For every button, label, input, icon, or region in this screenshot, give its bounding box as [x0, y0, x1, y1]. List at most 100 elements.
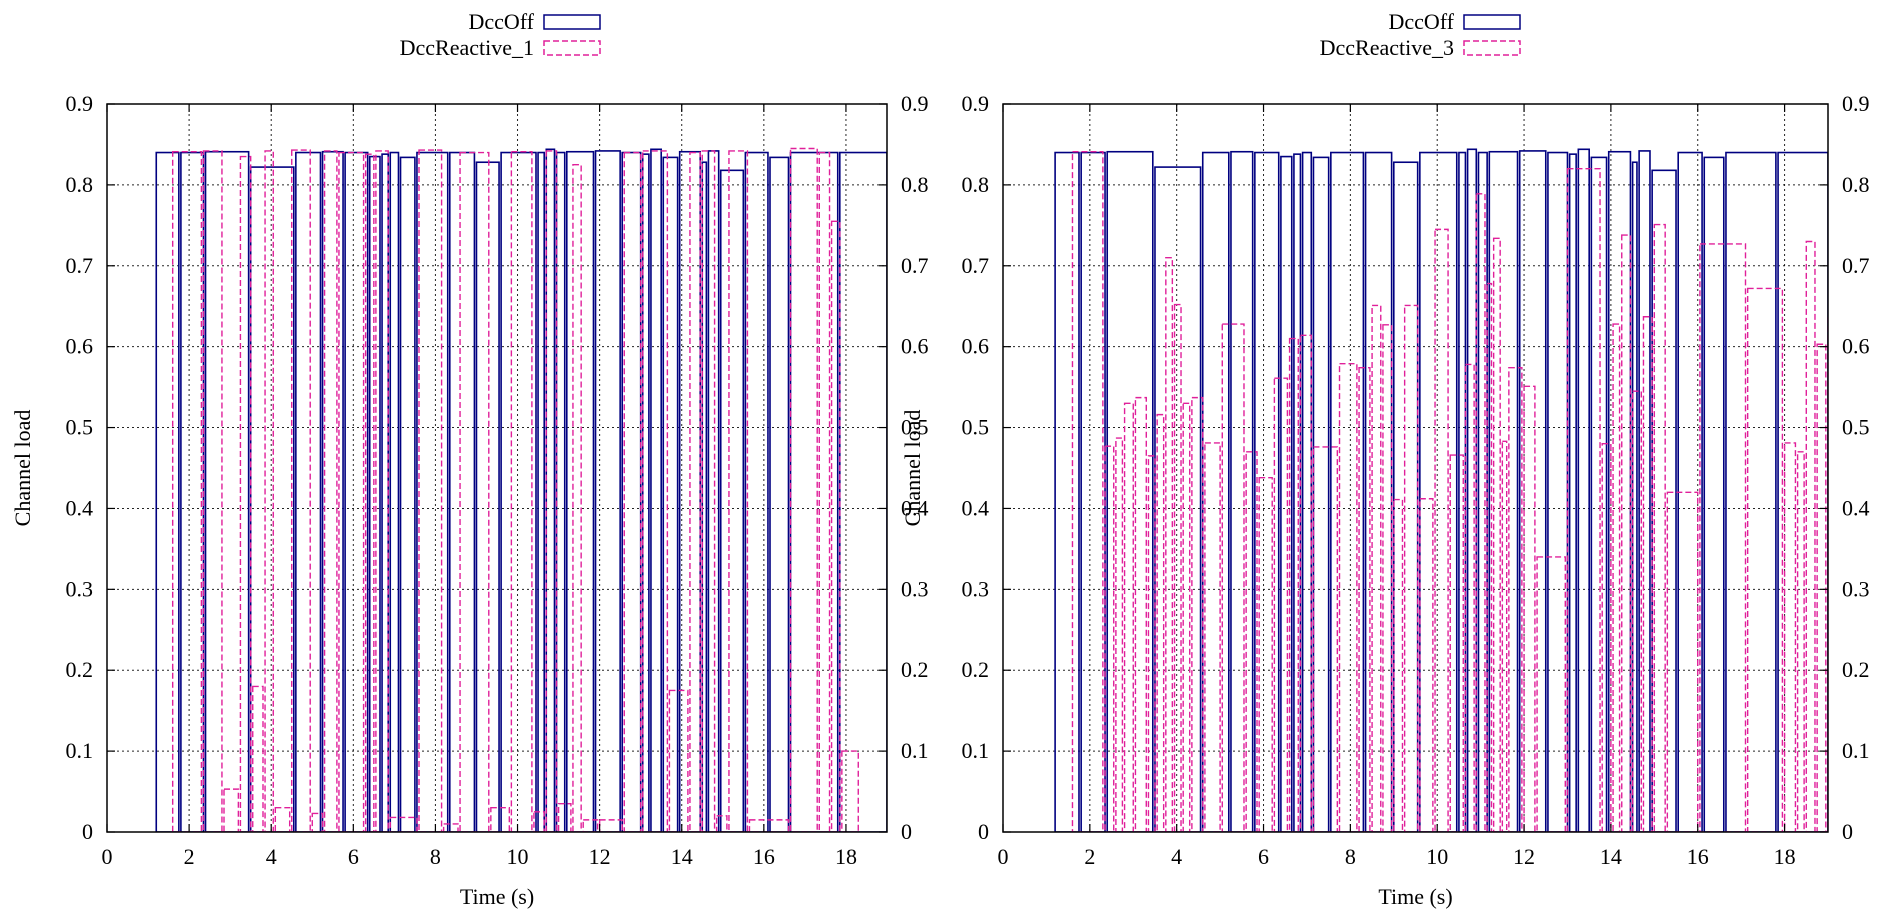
bar — [295, 151, 322, 832]
y-tick-label-right: 0.2 — [1842, 657, 1870, 682]
bar — [650, 148, 663, 832]
y-tick-label: 0.6 — [66, 334, 94, 359]
series-dccreactive-1 — [171, 147, 859, 832]
bar — [1475, 193, 1486, 832]
bar — [1312, 446, 1339, 832]
bar — [448, 151, 476, 832]
y-tick-label: 0.1 — [962, 738, 990, 763]
bar — [1464, 363, 1475, 832]
legend-swatch — [1463, 14, 1521, 30]
bar — [1621, 234, 1632, 832]
bar — [1104, 445, 1115, 832]
bar — [375, 150, 389, 832]
bar — [1115, 437, 1124, 832]
legend-label: DccReactive_3 — [1320, 35, 1454, 60]
bar — [1338, 362, 1358, 832]
bar — [416, 151, 449, 832]
bar — [1486, 282, 1493, 832]
bar — [1492, 237, 1501, 832]
bar — [291, 149, 311, 832]
y-tick-label: 0.3 — [962, 576, 990, 601]
legend-label: DccOff — [1388, 9, 1454, 34]
bar — [338, 151, 365, 832]
bar — [1201, 151, 1230, 832]
y-tick-label: 0.5 — [66, 415, 94, 440]
y-tick-label-right: 0.8 — [1842, 172, 1870, 197]
y-tick-label: 0.4 — [66, 495, 94, 520]
bar — [500, 151, 537, 832]
bar — [1221, 323, 1245, 832]
bar — [1601, 443, 1612, 832]
y-tick-label: 0.2 — [66, 657, 94, 682]
x-tick-label: 0 — [102, 844, 113, 869]
bar — [249, 166, 295, 832]
bar — [565, 150, 595, 832]
bar — [399, 156, 416, 832]
bar — [582, 819, 599, 832]
bar — [389, 816, 418, 832]
bar — [1392, 161, 1419, 832]
bar — [202, 150, 223, 832]
bar — [1358, 366, 1371, 832]
bar — [1071, 151, 1104, 832]
bar — [252, 685, 264, 832]
bar — [1312, 156, 1330, 832]
y-tick-label-right: 0.5 — [901, 415, 929, 440]
bar — [442, 823, 459, 832]
y-tick-label-right: 0.9 — [1842, 91, 1870, 116]
x-tick-label: 12 — [589, 844, 611, 869]
bars-group — [1054, 148, 1855, 832]
bar — [1054, 151, 1080, 832]
bar — [744, 151, 769, 832]
bar — [510, 151, 533, 832]
y-tick-label-right: 0.7 — [901, 253, 929, 278]
bar — [171, 151, 203, 832]
x-tick-label: 16 — [1687, 844, 1709, 869]
bar — [368, 155, 381, 832]
bar — [1191, 396, 1204, 832]
x-tick-label: 4 — [266, 844, 277, 869]
bar — [838, 151, 887, 832]
bar — [642, 150, 669, 832]
bar — [321, 150, 344, 832]
y-tick-label-right: 0.9 — [901, 91, 929, 116]
bar — [1182, 402, 1191, 832]
bar — [1501, 440, 1508, 832]
bar — [1796, 451, 1805, 832]
bar — [1147, 455, 1156, 832]
y-tick-label-right: 0.2 — [901, 657, 929, 682]
bar — [1301, 151, 1313, 832]
y-tick-label: 0.9 — [962, 91, 990, 116]
y-tick-label-right: 0 — [1842, 819, 1853, 844]
bar — [1458, 151, 1467, 832]
bar — [1477, 151, 1488, 832]
bar — [689, 151, 701, 832]
bar — [1651, 169, 1677, 832]
y-axis-label: Channel load — [10, 410, 35, 527]
bar — [1403, 304, 1419, 832]
bar — [1612, 323, 1621, 832]
bar — [1577, 148, 1590, 832]
bar — [381, 153, 390, 832]
bar — [1449, 454, 1464, 832]
bar — [1288, 337, 1299, 832]
y-tick-label-right: 0.8 — [901, 172, 929, 197]
bar — [1523, 385, 1536, 832]
bar — [1666, 491, 1699, 832]
legend-label: DccReactive_1 — [400, 35, 534, 60]
bar — [1393, 498, 1404, 832]
x-tick-label: 0 — [998, 844, 1009, 869]
bar — [1642, 316, 1653, 832]
bar — [641, 153, 650, 832]
x-tick-label: 4 — [1171, 844, 1182, 869]
bar — [1848, 583, 1855, 832]
series-dccoff — [155, 148, 887, 832]
bar — [1518, 150, 1547, 832]
bar — [1156, 413, 1165, 832]
y-tick-label: 0.1 — [66, 738, 94, 763]
bar — [1703, 156, 1725, 832]
y-tick-label-right: 0.4 — [1842, 495, 1870, 520]
bar — [1699, 243, 1747, 832]
bar — [1419, 151, 1458, 832]
